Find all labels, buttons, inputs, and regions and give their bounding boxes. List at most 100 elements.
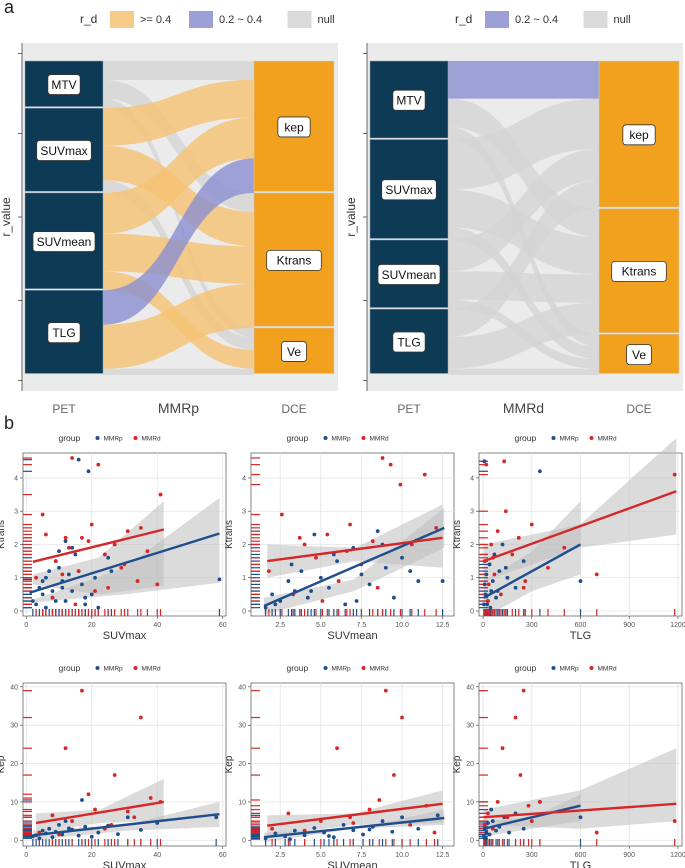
confidence-band-MMRd	[483, 748, 677, 829]
y-tick-label-0: 0	[242, 838, 246, 845]
y-tick-label-2: 2	[14, 542, 18, 549]
point-MMRp-30	[60, 585, 65, 590]
point-MMRd-2	[486, 582, 491, 587]
flow-SUVmax-kep	[448, 98, 599, 190]
node-label-MTV-box	[392, 89, 426, 111]
point-MMRp-13	[513, 585, 518, 590]
x-label-dce: DCE	[281, 402, 306, 416]
point-MMRd-13	[562, 545, 567, 550]
node-label-Ktrans-box	[611, 260, 667, 282]
point-MMRp-26	[83, 595, 88, 600]
y-tick-label-0: 0	[242, 609, 246, 616]
point-MMRd-19	[89, 522, 94, 527]
legend-label-mmrp: MMRp	[560, 666, 580, 673]
x-tick-label-3: 900	[623, 852, 635, 859]
point-MMRp-13	[359, 572, 364, 577]
point-MMRp-9	[494, 595, 498, 600]
point-MMRd-8	[521, 688, 526, 693]
point-MMRd-16	[297, 535, 302, 540]
point-MMRp-5	[312, 826, 317, 830]
confidence-band-MMRd	[483, 438, 677, 582]
x-label-group: MMRd	[503, 400, 544, 416]
node-label-MTV: MTV	[396, 94, 421, 108]
point-MMRd-3	[302, 542, 307, 547]
point-MMRp-13	[390, 829, 395, 834]
legend-dot-mmrd	[589, 666, 594, 670]
point-MMRd-16	[486, 599, 490, 603]
point-MMRd-12	[398, 482, 403, 487]
node-label-TLG: TLG	[52, 326, 75, 340]
sc-kep-suvmean: 2.5 5.0 7.5 10.0 12.5 0 10 20 30 40 SUVmean Kep grou…	[224, 663, 455, 868]
point-MMRp-19	[106, 555, 111, 560]
x-tick-label-2: 7.5	[357, 852, 367, 859]
point-MMRd-9	[370, 539, 375, 544]
point-MMRp-14	[367, 582, 372, 587]
point-MMRd-7	[96, 462, 101, 467]
point-MMRd-5	[93, 807, 97, 812]
point-MMRp-10	[335, 559, 339, 564]
point-MMRp-27	[93, 575, 97, 580]
x-tick-label-1: 5.0	[316, 852, 326, 859]
point-MMRd-25	[80, 535, 84, 540]
point-MMRd-6	[336, 579, 341, 583]
legend-title: group	[287, 433, 309, 443]
legend-swatch-1	[583, 11, 608, 28]
point-MMRd-6	[499, 592, 503, 597]
point-MMRp-27	[408, 569, 413, 573]
legend-label-mmrd: MMRd	[598, 436, 618, 443]
x-tick-label-3: 60	[219, 852, 227, 859]
point-MMRp-17	[125, 815, 130, 820]
point-MMRd-6	[513, 715, 518, 720]
point-MMRd-0	[266, 569, 271, 573]
confidence-band-MMRd	[267, 504, 443, 578]
legend-dot-mmrd	[589, 436, 594, 440]
point-MMRp-1	[273, 831, 278, 836]
node-label-Ve: Ve	[632, 348, 646, 362]
point-MMRd-8	[102, 552, 107, 557]
point-MMRp-32	[109, 569, 114, 573]
legend-label-mmrp: MMRp	[104, 666, 124, 673]
legend-label-mmrd: MMRd	[142, 436, 162, 443]
y-tick-label-0: 0	[14, 838, 18, 845]
point-MMRp-14	[483, 836, 488, 841]
point-MMRd-11	[388, 462, 393, 467]
point-MMRp-16	[86, 469, 91, 474]
legend-label-0: 0.2 ~ 0.4	[515, 14, 558, 26]
point-MMRp-17	[89, 592, 94, 597]
confidence-band-MMRd	[36, 778, 164, 833]
point-MMRp-12	[83, 824, 88, 829]
point-MMRd-1	[484, 462, 489, 467]
legend-label-mmrd: MMRd	[142, 666, 162, 673]
point-MMRp-18	[138, 827, 143, 832]
point-MMRp-15	[83, 602, 88, 607]
point-MMRd-10	[380, 456, 385, 460]
legend-label-1: 0.2 ~ 0.4	[219, 14, 262, 26]
point-MMRd-20	[106, 585, 111, 590]
point-MMRp-6	[305, 595, 310, 600]
point-MMRd-4	[500, 746, 505, 751]
node-label-kep-box	[622, 124, 656, 146]
legend-title: group	[515, 663, 537, 673]
point-MMRp-3	[484, 572, 489, 577]
point-MMRp-9	[327, 585, 331, 590]
point-MMRp-23	[57, 565, 61, 570]
flow-TLG-Ktrans	[448, 302, 599, 369]
point-MMRp-23	[309, 589, 313, 593]
point-MMRd-0	[270, 826, 275, 831]
fit-line-MMRd	[483, 802, 677, 819]
point-MMRd-4	[492, 572, 497, 577]
y-tick-label-1: 1	[470, 575, 474, 582]
flow-SUVmean-kep	[448, 148, 599, 272]
y-axis-label: Ktrans	[0, 520, 7, 549]
y-axis-label: r_value	[0, 197, 13, 237]
point-MMRp-15	[538, 469, 542, 474]
point-MMRp-10	[66, 572, 71, 577]
flow-TLG-kep	[103, 158, 254, 325]
point-MMRd-19	[521, 585, 526, 590]
point-MMRp-20	[214, 815, 219, 820]
x-axis-label: SUVmean	[327, 860, 377, 868]
flow-SUVmean-kep	[103, 117, 254, 234]
point-MMRp-23	[80, 798, 84, 802]
point-MMRp-11	[521, 826, 526, 831]
flow-MTV-Ktrans	[103, 79, 254, 212]
